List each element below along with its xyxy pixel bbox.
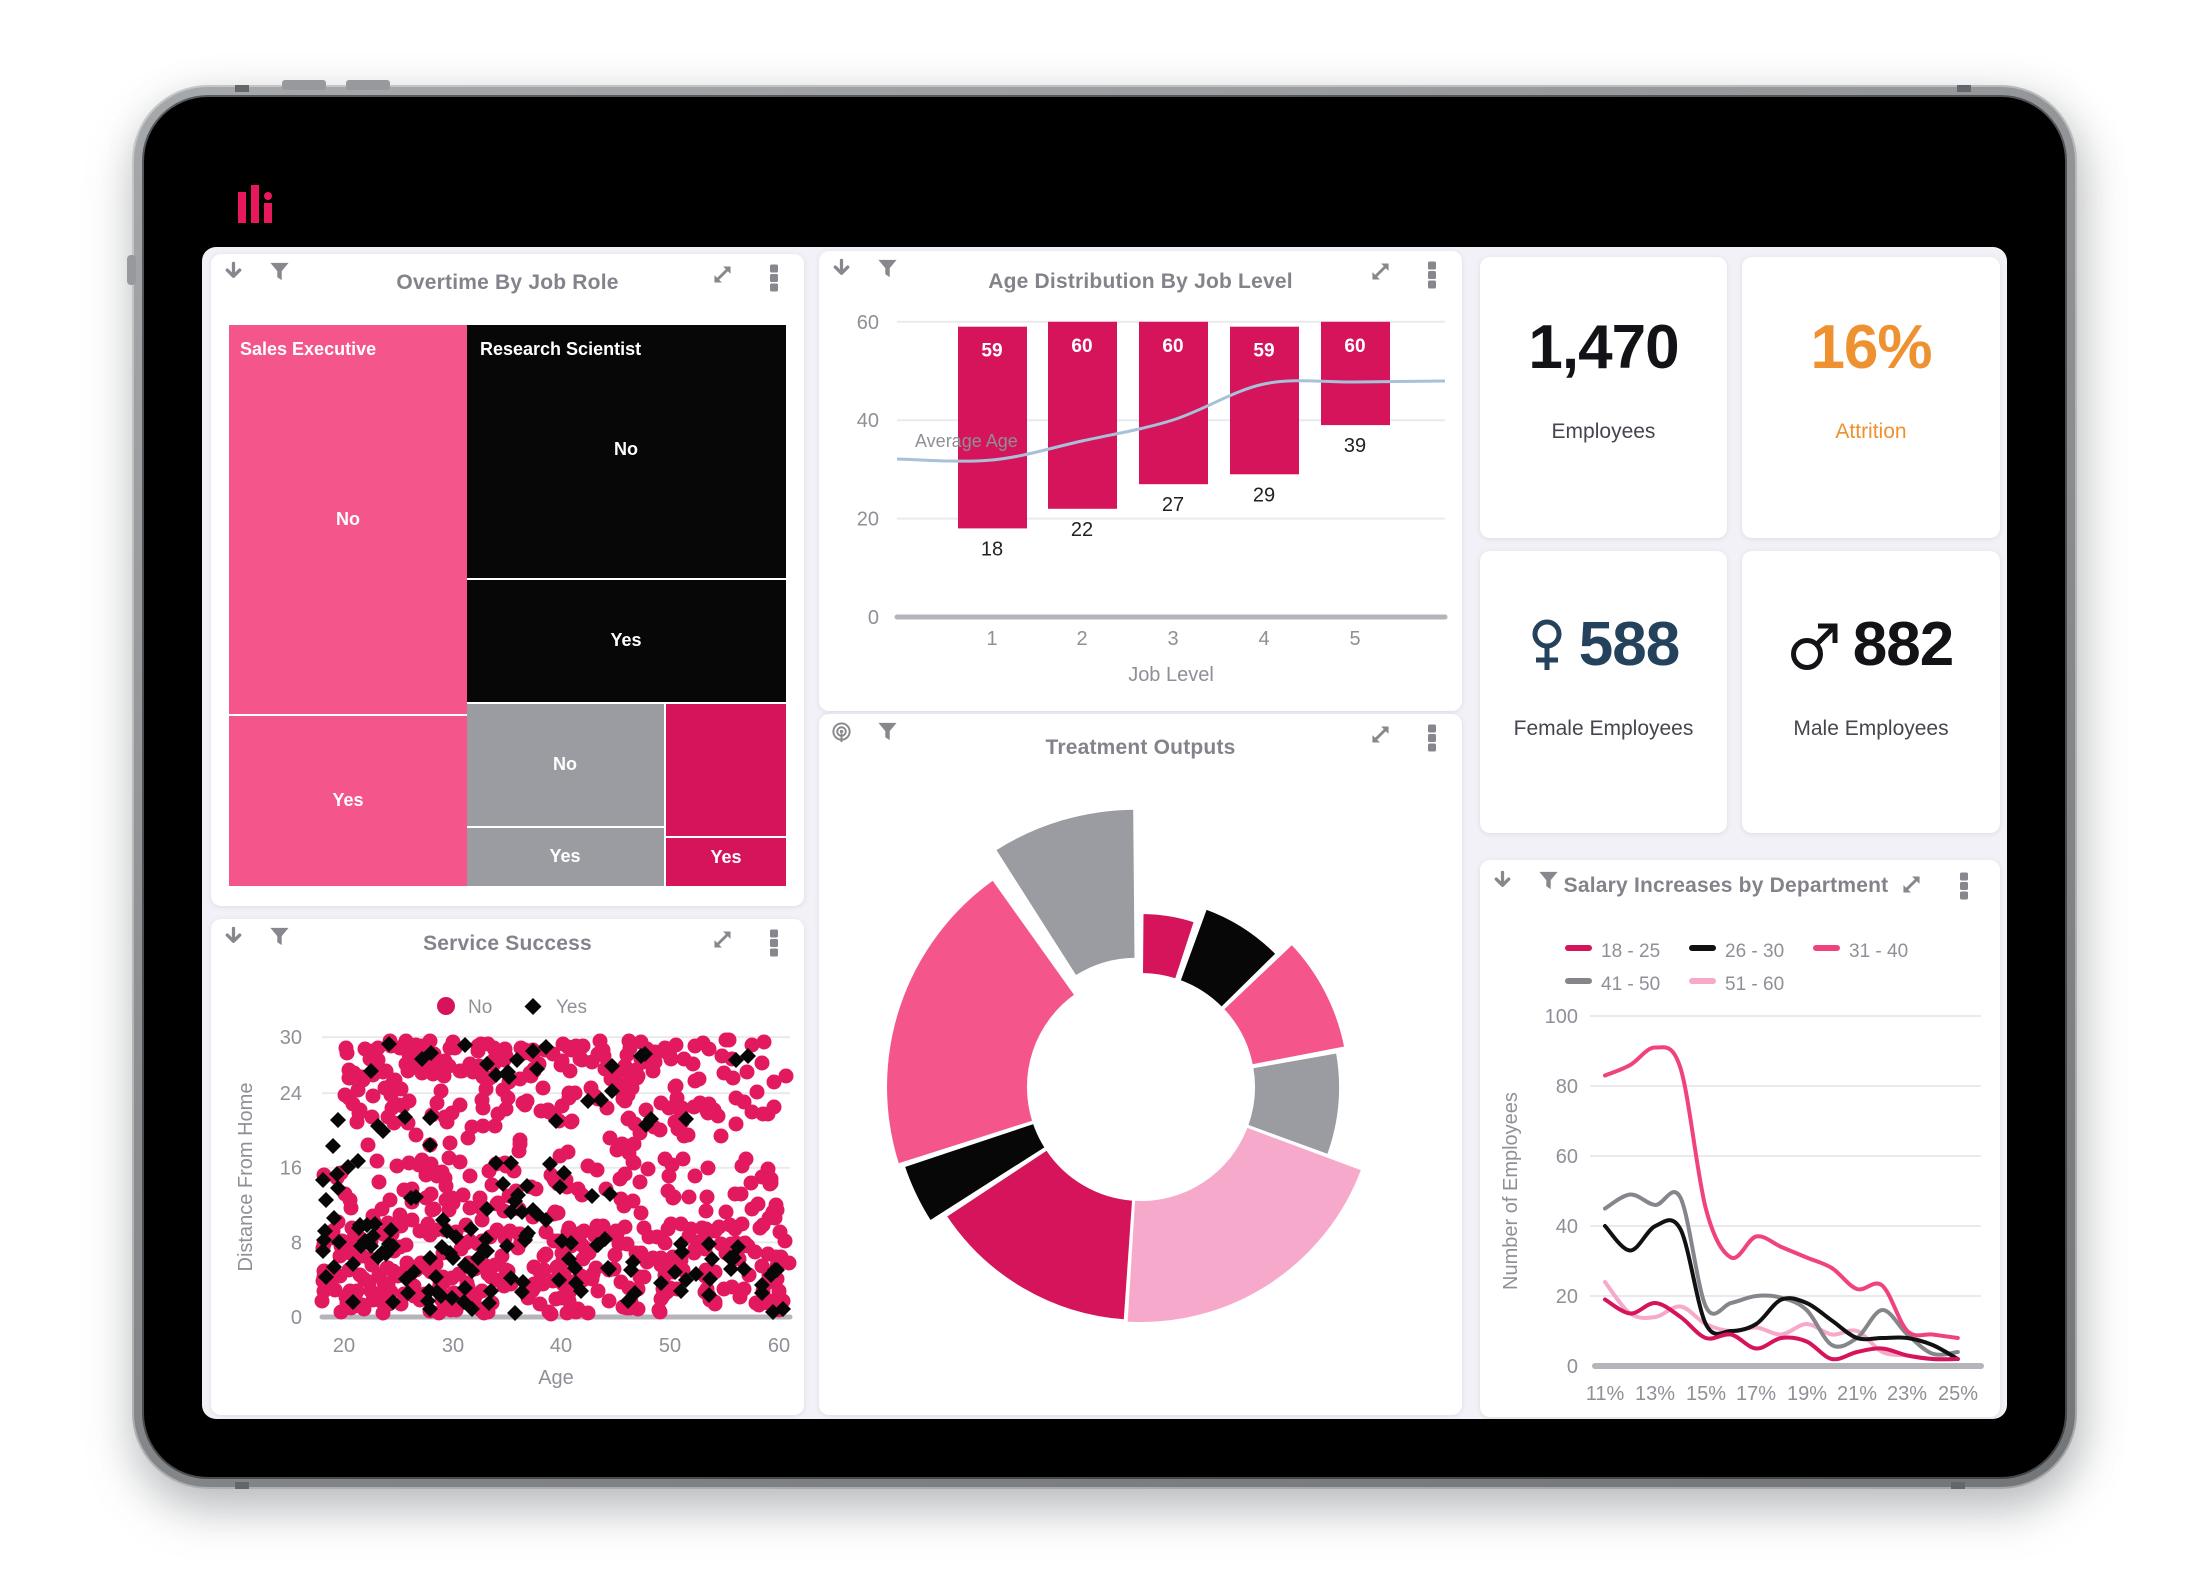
svg-text:20: 20: [1556, 1286, 1578, 1308]
svg-text:20: 20: [857, 509, 879, 531]
svg-text:40: 40: [550, 1335, 572, 1357]
svg-text:60: 60: [1071, 336, 1092, 357]
svg-text:Average Age: Average Age: [915, 431, 1018, 451]
svg-text:41 - 50: 41 - 50: [1601, 974, 1660, 995]
svg-text:0: 0: [1567, 1356, 1578, 1378]
svg-text:29: 29: [1253, 484, 1275, 506]
svg-text:5: 5: [1349, 628, 1360, 650]
svg-text:30: 30: [442, 1335, 464, 1357]
svg-text:18 - 25: 18 - 25: [1601, 941, 1660, 962]
svg-text:30: 30: [280, 1027, 302, 1049]
svg-text:11%: 11%: [1586, 1383, 1625, 1405]
svg-text:60: 60: [1556, 1146, 1578, 1168]
svg-text:40: 40: [1556, 1216, 1578, 1238]
svg-text:26 - 30: 26 - 30: [1725, 941, 1784, 962]
svg-text:60: 60: [1344, 336, 1365, 357]
svg-text:22: 22: [1071, 519, 1093, 541]
svg-text:0: 0: [291, 1307, 302, 1329]
svg-text:Distance From Home: Distance From Home: [235, 1083, 257, 1272]
svg-text:27: 27: [1162, 494, 1184, 516]
svg-text:80: 80: [1556, 1076, 1578, 1098]
svg-text:59: 59: [1253, 341, 1274, 362]
svg-text:1: 1: [986, 628, 997, 650]
svg-text:31 - 40: 31 - 40: [1849, 941, 1908, 962]
svg-text:60: 60: [857, 312, 879, 334]
svg-text:Job Level: Job Level: [1128, 664, 1214, 686]
svg-text:16: 16: [280, 1158, 302, 1180]
svg-text:15%: 15%: [1686, 1383, 1726, 1405]
svg-text:23%: 23%: [1887, 1383, 1927, 1405]
svg-text:59: 59: [981, 341, 1002, 362]
svg-text:17%: 17%: [1736, 1383, 1776, 1405]
svg-text:2: 2: [1076, 628, 1087, 650]
svg-text:19%: 19%: [1787, 1383, 1827, 1405]
svg-text:Number of Employees: Number of Employees: [1500, 1092, 1522, 1290]
svg-text:39: 39: [1344, 435, 1366, 457]
svg-text:100: 100: [1545, 1006, 1578, 1028]
svg-text:24: 24: [280, 1083, 302, 1105]
svg-text:40: 40: [857, 410, 879, 432]
svg-text:51 - 60: 51 - 60: [1725, 974, 1784, 995]
svg-text:Age: Age: [538, 1367, 574, 1389]
svg-text:50: 50: [659, 1335, 681, 1357]
svg-text:20: 20: [333, 1335, 355, 1357]
svg-text:No: No: [468, 997, 492, 1018]
svg-text:3: 3: [1167, 628, 1178, 650]
svg-text:21%: 21%: [1837, 1383, 1877, 1405]
svg-text:13%: 13%: [1635, 1383, 1675, 1405]
svg-text:60: 60: [1162, 336, 1183, 357]
svg-text:25%: 25%: [1938, 1383, 1978, 1405]
svg-text:4: 4: [1258, 628, 1269, 650]
svg-text:8: 8: [291, 1232, 302, 1254]
svg-text:Yes: Yes: [556, 997, 587, 1018]
svg-text:60: 60: [768, 1335, 790, 1357]
svg-text:18: 18: [981, 538, 1003, 560]
svg-text:0: 0: [868, 607, 879, 629]
